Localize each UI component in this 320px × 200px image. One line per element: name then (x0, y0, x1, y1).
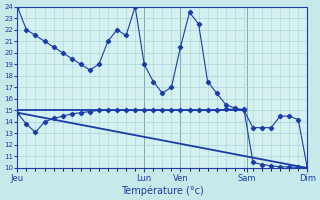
X-axis label: Température (°c): Température (°c) (121, 185, 204, 196)
